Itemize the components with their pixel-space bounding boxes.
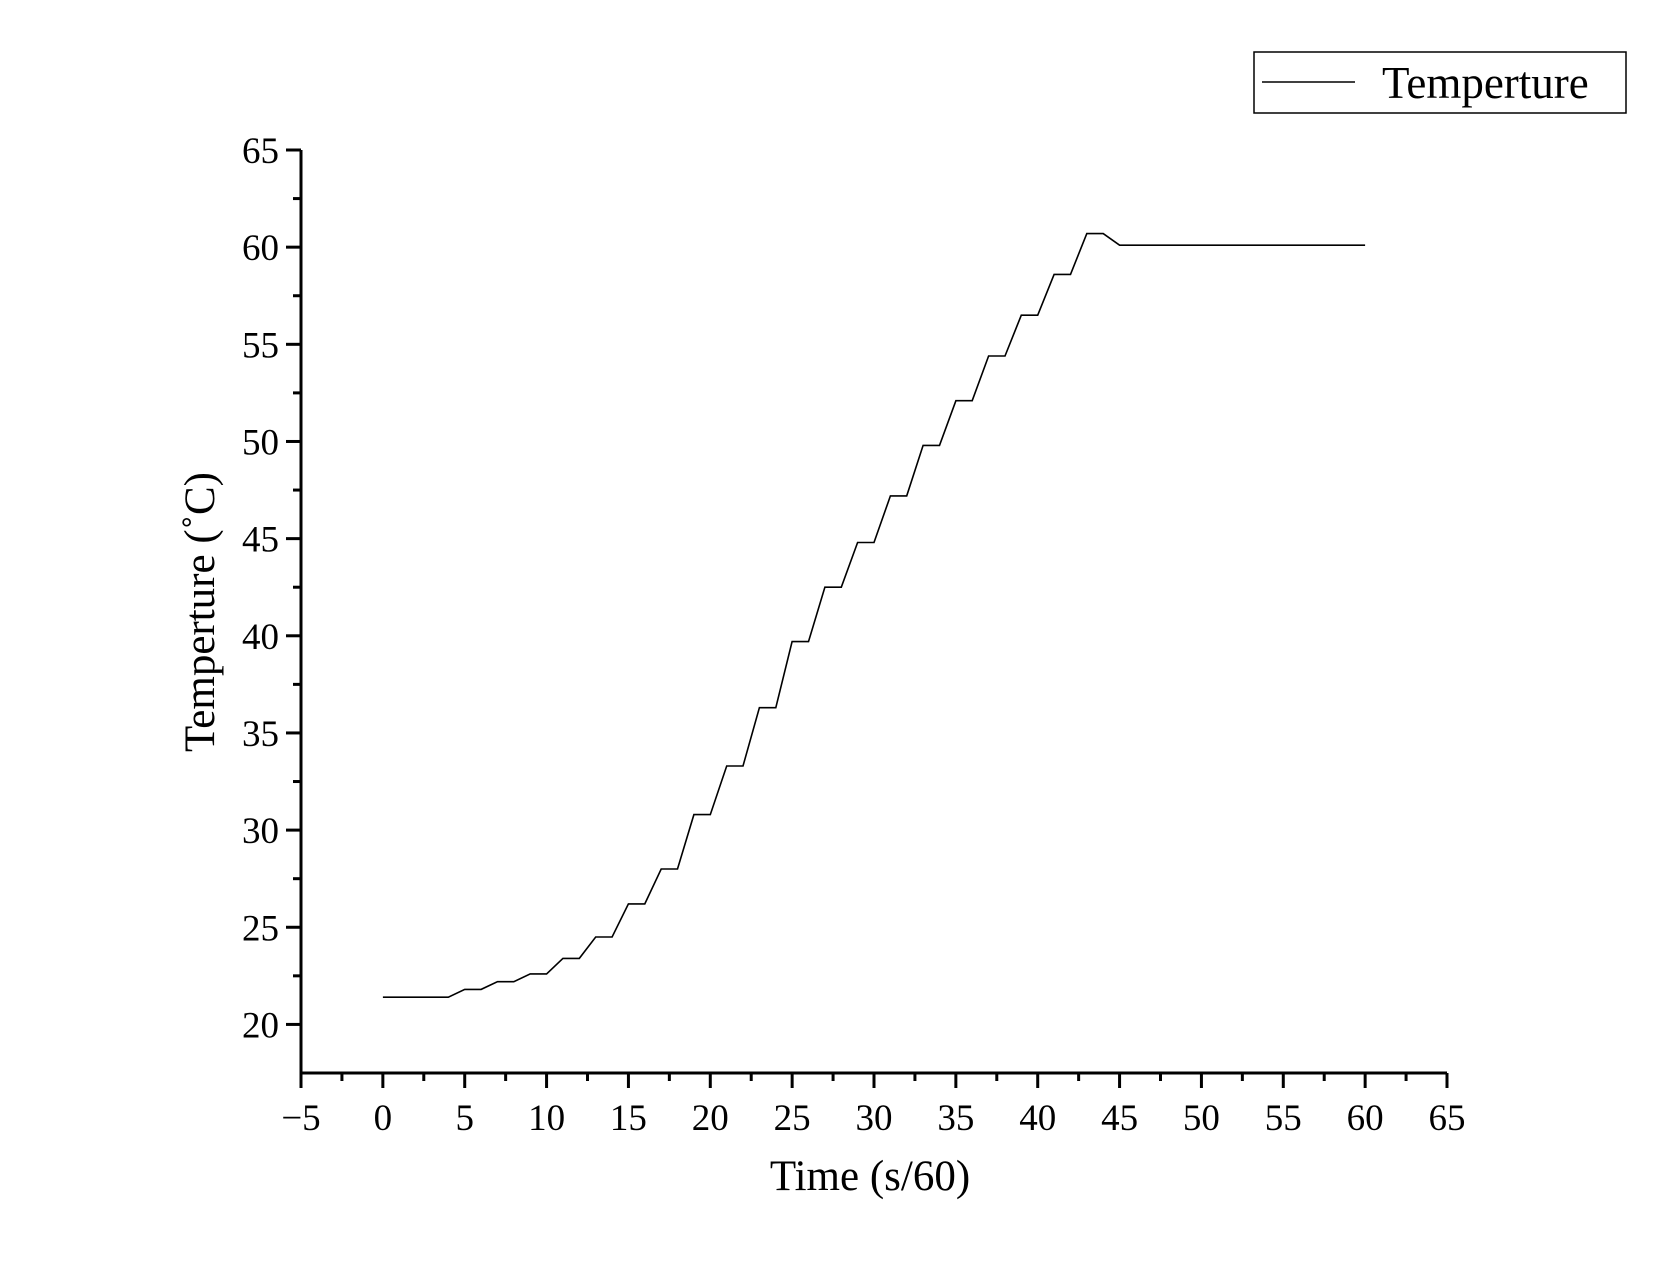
y-tick-label: 45: [242, 520, 279, 561]
x-tick-label: 0: [374, 1098, 393, 1139]
legend-label-temperture: Temperture: [1382, 58, 1589, 108]
x-axis-title: Time (s/60): [770, 1153, 970, 1200]
x-tick-label: 50: [1183, 1098, 1220, 1139]
x-tick-label: 65: [1429, 1098, 1466, 1139]
x-tick-label: 20: [692, 1098, 729, 1139]
x-tick-label: 35: [937, 1098, 974, 1139]
axes: −5 0 5 10 15 20 25 30 35 40 45 50 55 60 65 20 25 30 35 40 45…: [242, 131, 1466, 1139]
y-tick-label: 60: [242, 228, 279, 269]
x-tick-label: 25: [774, 1098, 811, 1139]
y-tick-label: 20: [242, 1005, 279, 1046]
y-tick-label: 30: [242, 811, 279, 852]
series-line-temperture: [382, 232, 1366, 999]
x-tick-label: 45: [1101, 1098, 1138, 1139]
y-tick-label: 25: [242, 908, 279, 949]
y-tick-label: 55: [242, 325, 279, 366]
y-tick-label: 40: [242, 617, 279, 658]
series-group: [382, 232, 1366, 999]
x-tick-label: 60: [1347, 1098, 1384, 1139]
legend: Temperture: [1253, 51, 1627, 114]
y-axis-title: Temperture (˚C): [177, 472, 224, 752]
x-tick-label: 40: [1019, 1098, 1056, 1139]
y-tick-label: 35: [242, 714, 279, 755]
x-tick-label: 55: [1265, 1098, 1302, 1139]
y-tick-label: 50: [242, 422, 279, 463]
x-tick-label: 10: [528, 1098, 565, 1139]
x-tick-label: 30: [856, 1098, 893, 1139]
x-tick-label: 5: [455, 1098, 474, 1139]
x-tick-label: 15: [610, 1098, 647, 1139]
x-tick-label: −5: [281, 1098, 320, 1139]
y-tick-label: 65: [242, 131, 279, 172]
